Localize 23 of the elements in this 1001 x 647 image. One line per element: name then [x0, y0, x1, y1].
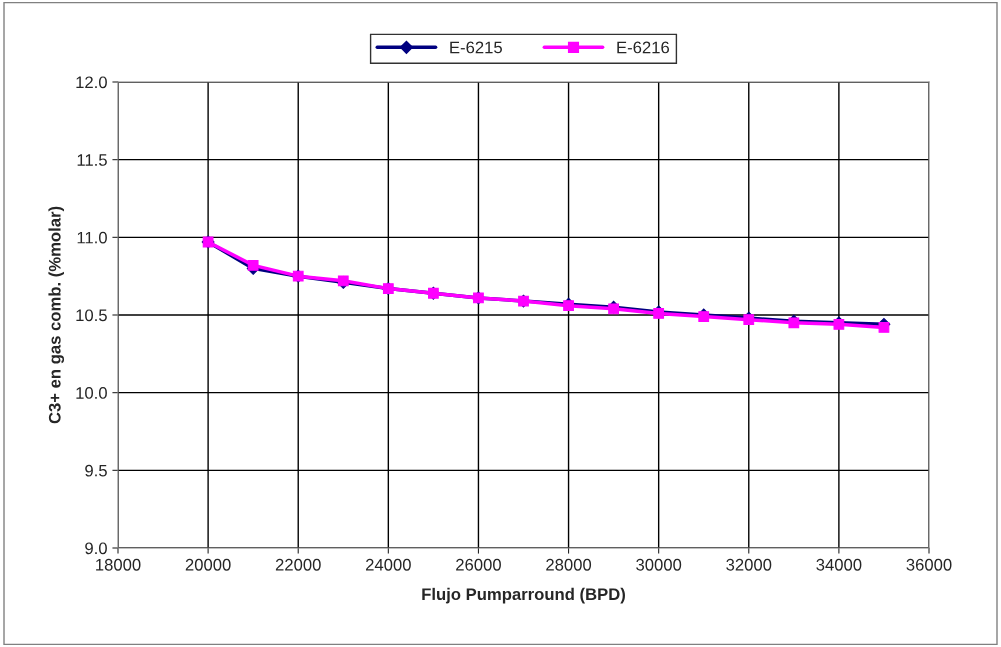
legend-label: E-6216 — [617, 41, 670, 54]
x-axis-title: Flujo Pumparround (BPD) — [422, 587, 625, 604]
x-tick-label: 30000 — [636, 558, 682, 571]
y-tick-label: 9.5 — [85, 464, 107, 477]
point — [878, 322, 890, 333]
y-axis-title: C3+ en gas comb. (%molar) — [48, 206, 65, 424]
y-tick-label: 11.5 — [77, 154, 107, 166]
x-tick-label: 20000 — [185, 558, 231, 571]
y-tick-label: 10.0 — [76, 387, 107, 399]
x-tick-label: 28000 — [546, 558, 592, 571]
x-tick-label: 26000 — [456, 558, 501, 571]
y-tick-label: 12.0 — [76, 76, 107, 89]
x-tick-label: 24000 — [366, 558, 411, 571]
x-tick-label: 32000 — [726, 558, 772, 571]
x-tick-label: 34000 — [816, 558, 862, 571]
point — [247, 259, 259, 271]
y-tick-label: 11.0 — [77, 231, 107, 244]
x-tick-label: 22000 — [275, 558, 321, 571]
y-tick-label: 10.5 — [76, 309, 107, 322]
y-tick-label: 9.0 — [85, 542, 107, 555]
x-tick-label: 36000 — [906, 558, 952, 571]
legend-label: E-6215 — [450, 41, 502, 54]
x-tick-label: 18000 — [96, 558, 141, 571]
